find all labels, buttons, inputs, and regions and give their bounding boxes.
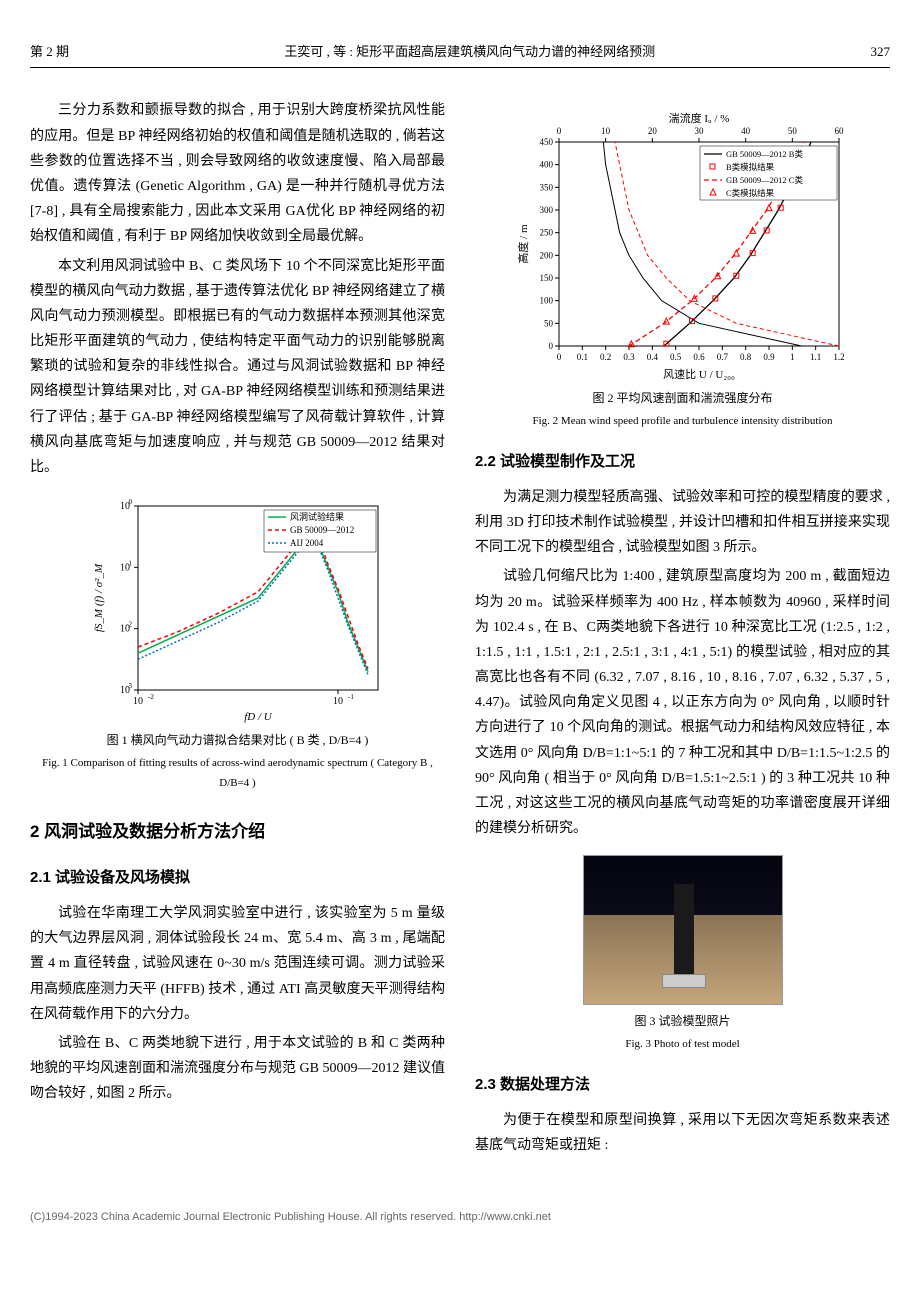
svg-text:0: 0 <box>556 352 561 362</box>
svg-text:150: 150 <box>539 273 553 283</box>
svg-text:0.6: 0.6 <box>693 352 705 362</box>
svg-text:风洞试验结果: 风洞试验结果 <box>290 511 344 522</box>
svg-text:100: 100 <box>539 296 553 306</box>
fig3-photo <box>583 855 783 1005</box>
svg-text:C类模拟结果: C类模拟结果 <box>726 188 775 198</box>
issue: 第 2 期 <box>30 40 69 63</box>
section-2-3-title: 2.3 数据处理方法 <box>475 1071 890 1098</box>
svg-text:350: 350 <box>539 183 553 193</box>
para-1: 三分力系数和颤振导数的拟合 , 用于识别大跨度桥梁抗风性能的应用。但是 BP 神… <box>30 98 445 249</box>
svg-text:fD / U: fD / U <box>244 711 273 723</box>
svg-text:10: 10 <box>333 696 343 707</box>
svg-text:0: 0 <box>556 126 561 136</box>
svg-text:GB 50009—2012 B类: GB 50009—2012 B类 <box>726 149 803 159</box>
svg-text:-1: -1 <box>126 560 132 568</box>
figure-2: 0 0.1 0.2 0.3 0.4 0.5 0.6 0.7 0.8 0.9 1 1.1 1.2 0 10 20… <box>475 112 890 431</box>
svg-text:-2: -2 <box>148 693 154 701</box>
figure-1: 10-210-110-310-210-1100fD / UfS_M (f) / … <box>30 494 445 793</box>
svg-text:60: 60 <box>834 126 844 136</box>
svg-text:0: 0 <box>128 498 132 506</box>
svg-text:1.1: 1.1 <box>810 352 821 362</box>
para-5: 为满足测力模型轻质高强、试验效率和可控的模型精度的要求 , 利用 3D 打印技术… <box>475 485 890 561</box>
svg-text:GB 50009—2012 C类: GB 50009—2012 C类 <box>726 175 803 185</box>
figure-3: 图 3 试验模型照片 Fig. 3 Photo of test model <box>475 855 890 1054</box>
svg-text:50: 50 <box>544 319 554 329</box>
svg-text:0.5: 0.5 <box>670 352 682 362</box>
section-2-1-title: 2.1 试验设备及风场模拟 <box>30 864 445 891</box>
svg-text:30: 30 <box>694 126 704 136</box>
svg-text:0.9: 0.9 <box>763 352 775 362</box>
content-columns: 三分力系数和颤振导数的拟合 , 用于识别大跨度桥梁抗风性能的应用。但是 BP 神… <box>30 98 890 1162</box>
fig2-caption-cn: 图 2 平均风速剖面和湍流强度分布 <box>475 388 890 410</box>
svg-text:1: 1 <box>790 352 795 362</box>
svg-text:1.2: 1.2 <box>833 352 844 362</box>
fig1-caption-en: Fig. 1 Comparison of fitting results of … <box>30 754 445 794</box>
para-7: 为便于在模型和原型间换算 , 采用以下无因次弯矩系数来表述基底气动弯矩或扭矩 : <box>475 1108 890 1158</box>
page-number: 327 <box>870 40 890 63</box>
svg-text:-1: -1 <box>348 693 354 701</box>
section-2-2-title: 2.2 试验模型制作及工况 <box>475 448 890 475</box>
svg-text:40: 40 <box>741 126 751 136</box>
svg-text:-2: -2 <box>126 621 132 629</box>
svg-text:0.4: 0.4 <box>646 352 658 362</box>
page-header: 第 2 期 王奕可 , 等 : 矩形平面超高层建筑横风向气动力谱的神经网络预测 … <box>30 40 890 68</box>
svg-text:0.7: 0.7 <box>716 352 728 362</box>
para-2: 本文利用风洞试验中 B、C 类风场下 10 个不同深宽比矩形平面模型的横风向气动… <box>30 254 445 481</box>
svg-text:10: 10 <box>601 126 611 136</box>
svg-text:fS_M (f) / σ²_M: fS_M (f) / σ²_M <box>93 563 105 632</box>
fig2-caption-en: Fig. 2 Mean wind speed profile and turbu… <box>475 412 890 432</box>
svg-text:10: 10 <box>133 696 143 707</box>
svg-text:20: 20 <box>647 126 657 136</box>
model-base <box>662 974 706 988</box>
fig1-chart: 10-210-110-310-210-1100fD / UfS_M (f) / … <box>88 494 388 724</box>
svg-text:200: 200 <box>539 251 553 261</box>
svg-text:-3: -3 <box>126 682 132 690</box>
svg-text:风速比 U / U₂₀₀: 风速比 U / U₂₀₀ <box>663 368 735 381</box>
svg-text:0.2: 0.2 <box>600 352 611 362</box>
fig3-caption-cn: 图 3 试验模型照片 <box>475 1011 890 1033</box>
svg-text:B类模拟结果: B类模拟结果 <box>726 162 775 172</box>
right-column: 0 0.1 0.2 0.3 0.4 0.5 0.6 0.7 0.8 0.9 1 1.1 1.2 0 10 20… <box>475 98 890 1162</box>
svg-text:0.8: 0.8 <box>740 352 752 362</box>
svg-text:0.1: 0.1 <box>576 352 587 362</box>
running-title: 王奕可 , 等 : 矩形平面超高层建筑横风向气动力谱的神经网络预测 <box>284 40 655 63</box>
fig2-chart: 0 0.1 0.2 0.3 0.4 0.5 0.6 0.7 0.8 0.9 1 1.1 1.2 0 10 20… <box>513 112 853 382</box>
svg-text:0.3: 0.3 <box>623 352 635 362</box>
section-2-title: 2 风洞试验及数据分析方法介绍 <box>30 817 445 848</box>
svg-text:400: 400 <box>539 160 553 170</box>
svg-text:GB 50009—2012: GB 50009—2012 <box>290 525 354 535</box>
svg-text:AIJ 2004: AIJ 2004 <box>290 538 324 548</box>
footer: (C)1994-2023 China Academic Journal Elec… <box>30 1202 890 1228</box>
fig1-caption-cn: 图 1 横风向气动力谱拟合结果对比 ( B 类 , D/B=4 ) <box>30 730 445 752</box>
svg-text:0: 0 <box>548 341 553 351</box>
para-4: 试验在 B、C 两类地貌下进行 , 用于本文试验的 B 和 C 类两种地貌的平均… <box>30 1031 445 1107</box>
svg-text:高度 / m: 高度 / m <box>516 224 530 264</box>
svg-text:450: 450 <box>539 137 553 147</box>
svg-text:300: 300 <box>539 205 553 215</box>
para-3: 试验在华南理工大学风洞实验室中进行 , 该实验室为 5 m 量级的大气边界层风洞… <box>30 901 445 1027</box>
svg-text:50: 50 <box>787 126 797 136</box>
svg-text:250: 250 <box>539 228 553 238</box>
para-6: 试验几何缩尺比为 1:400 , 建筑原型高度均为 200 m , 截面短边均为… <box>475 564 890 841</box>
svg-text:湍流度 Iᵤ / %: 湍流度 Iᵤ / % <box>668 112 729 125</box>
model-tower <box>674 884 694 984</box>
fig3-caption-en: Fig. 3 Photo of test model <box>475 1035 890 1055</box>
left-column: 三分力系数和颤振导数的拟合 , 用于识别大跨度桥梁抗风性能的应用。但是 BP 神… <box>30 98 445 1162</box>
